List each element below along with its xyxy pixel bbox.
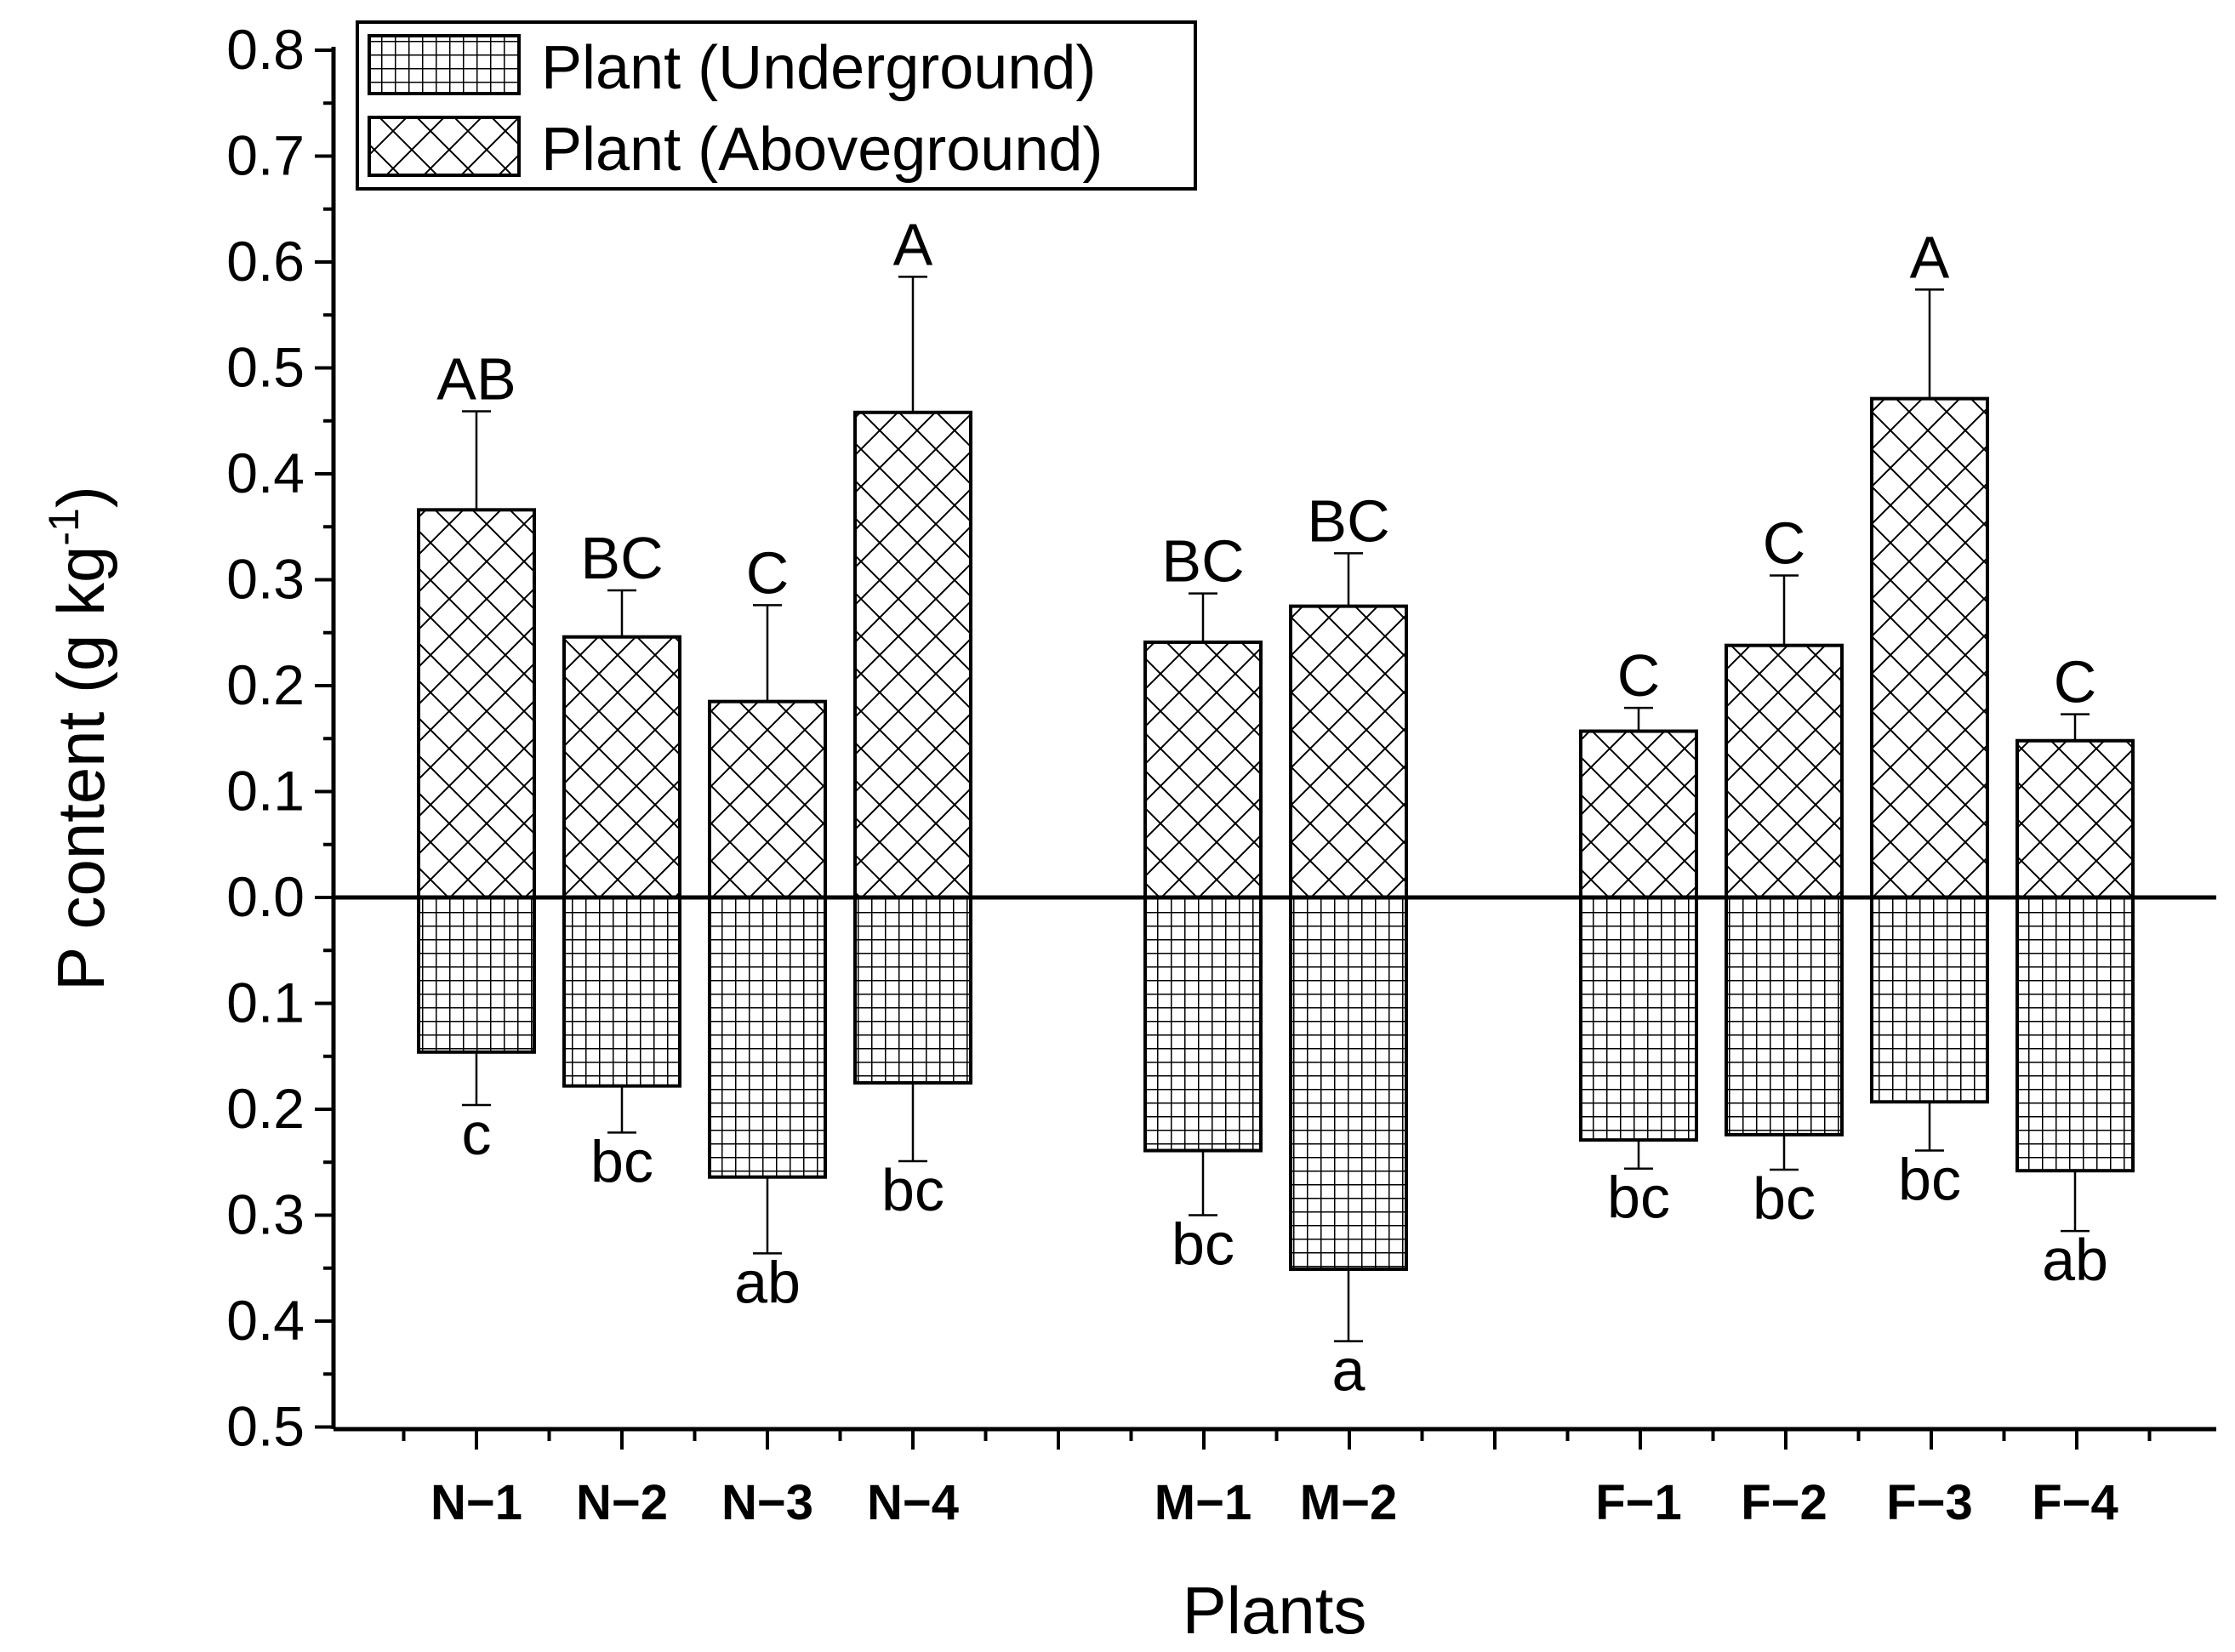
bar-underground-5 [1143,896,1263,1153]
letter-underground: a [1332,1337,1366,1404]
letter-aboveground: BC [1307,487,1389,554]
letter-underground: bc [1753,1165,1816,1232]
category-label: N−1 [430,1475,522,1530]
y-tick-label: 0.1 [226,971,305,1034]
y-tick-label: 0.3 [226,548,305,611]
legend: Plant (Underground) Plant (Aboveground) [356,20,1197,191]
legend-label-aboveground: Plant (Aboveground) [541,116,1103,184]
error-bars [462,276,2090,1342]
bar-aboveground-9 [1870,396,1989,900]
y-axis-title-main: P content (g kg [43,546,118,991]
bar-underground-2 [562,896,681,1088]
category-label: N−3 [721,1475,813,1530]
bar-aboveground-4 [853,410,972,900]
y-tick-label: 0.0 [226,865,305,928]
y-tick-label: 0.2 [226,1077,305,1140]
letter-aboveground: C [1617,642,1661,709]
bar-underground-9 [1870,896,1989,1104]
y-tick-label: 0.1 [226,760,305,823]
category-labels: N−1 N−2 N−3 N−4 M−1 M−2 F−1 F−2 F−3 F−4 [430,1475,2118,1530]
y-tick-label: 0.5 [226,336,305,399]
y-tick-label: 0.4 [226,1289,305,1352]
legend-label-underground: Plant (Underground) [541,34,1096,102]
bar-underground-1 [417,896,536,1054]
letter-aboveground: C [746,539,790,606]
letter-underground: bc [590,1128,653,1194]
y-tick-label: 0.4 [226,441,305,504]
y-tick-label: 0.2 [226,653,305,716]
bar-aboveground-10 [2015,738,2135,899]
bar-underground-4 [853,896,972,1085]
x-axis-title: Plants [1183,1573,1367,1648]
legend-swatch-aboveground [368,116,521,177]
letter-underground: ab [734,1249,801,1315]
x-axis-ticks [402,1429,2152,1450]
significance-letters: AB BC C A BC BC C C A Cc bc ab bc bc a bc bc bc ab [436,211,2108,1403]
bar-underground-6 [1289,896,1408,1271]
category-label: N−2 [576,1475,668,1530]
y-axis-title-suffix: ) [43,486,118,508]
bar-underground-7 [1579,896,1698,1142]
y-axis-ticks: 0.8 0.7 0.6 0.5 0.4 0.3 0.2 0.1 0.0 0.1 0.2 0.3 0.4 0… [226,18,334,1458]
category-label: M−2 [1300,1475,1397,1530]
letter-underground: bc [881,1157,944,1223]
y-tick-label: 0.8 [226,18,305,81]
legend-swatch-underground [368,34,521,95]
letter-aboveground: BC [1161,528,1244,595]
letter-aboveground: BC [580,525,663,591]
category-label: F−4 [2032,1475,2118,1530]
bar-underground-10 [2015,896,2135,1173]
letter-underground: c [462,1101,492,1167]
bar-aboveground-2 [562,635,681,899]
y-tick-label: 0.7 [226,124,305,187]
bar-aboveground-7 [1579,729,1698,899]
bar-aboveground-3 [708,699,827,899]
bar-underground-8 [1725,896,1844,1136]
bar-aboveground-1 [417,508,536,900]
letter-aboveground: C [2054,649,2097,715]
category-label: M−1 [1155,1475,1251,1530]
letter-underground: bc [1172,1211,1234,1278]
bar-underground-3 [708,896,827,1179]
letter-aboveground: A [893,211,933,277]
category-label: N−4 [867,1475,959,1530]
bar-aboveground-5 [1143,640,1263,900]
letter-aboveground: A [1910,224,1950,290]
letter-underground: ab [2042,1227,2108,1293]
category-label: F−2 [1741,1475,1827,1530]
bar-aboveground-8 [1725,643,1844,899]
letter-aboveground: C [1763,510,1806,577]
y-tick-label: 0.6 [226,230,305,293]
y-axis-title: P content (g kg-1) [40,486,118,991]
letter-underground: bc [1607,1165,1670,1231]
y-axis-title-superscript: -1 [40,508,88,545]
bar-aboveground-6 [1289,604,1408,899]
y-tick-label: 0.5 [226,1395,305,1458]
letter-underground: bc [1898,1147,1961,1213]
category-label: F−1 [1595,1475,1682,1530]
y-tick-label: 0.3 [226,1183,305,1246]
letter-aboveground: AB [436,346,516,413]
category-label: F−3 [1886,1475,1973,1530]
bars [417,396,2135,1271]
